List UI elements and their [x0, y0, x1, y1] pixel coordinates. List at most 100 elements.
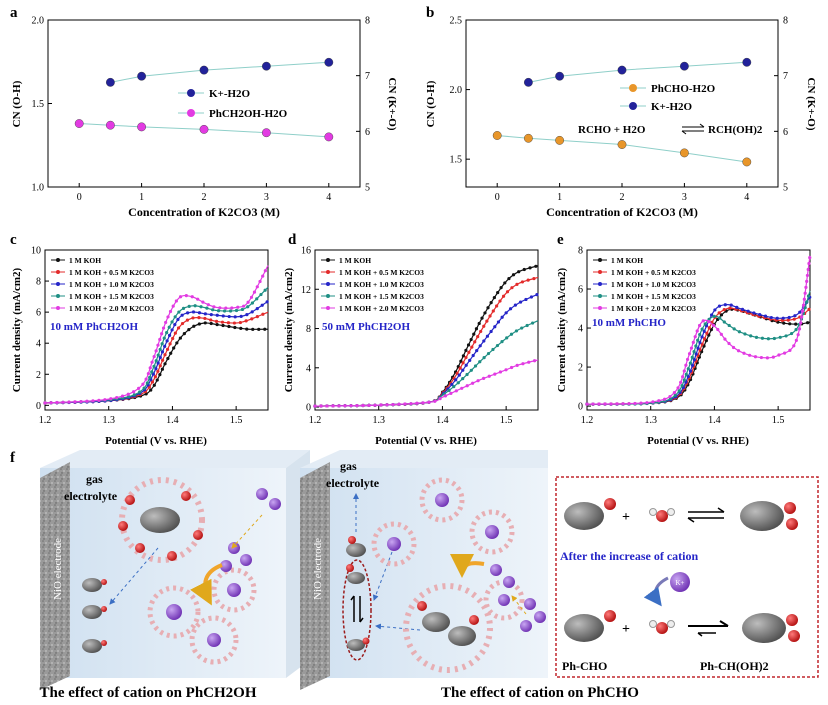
- data-point: [427, 400, 431, 404]
- data-point: [162, 336, 166, 340]
- data-point: [450, 382, 454, 387]
- data-point: [723, 337, 727, 341]
- hydrated-k-ion: [469, 509, 515, 555]
- data-point: [771, 355, 775, 359]
- x-axis-label: Potential (V vs. RHE): [375, 435, 477, 447]
- data-point: [482, 356, 486, 360]
- solvation-cluster: [118, 477, 205, 563]
- legend-marker: [56, 258, 60, 262]
- data-point: [754, 335, 759, 339]
- scene-phch2oh: NiO electrode gas electrolyte: [39, 450, 310, 701]
- data-point: [713, 308, 717, 312]
- plot-area: [43, 265, 269, 405]
- data-point: [163, 362, 167, 366]
- y-tick-label: 2: [36, 370, 41, 381]
- data-point: [500, 315, 504, 319]
- data-point: [663, 397, 667, 401]
- data-point: [203, 316, 207, 321]
- data-point: [170, 328, 174, 332]
- panel-e: e 1.2 1.3 1.4 1.5 0 2 4 6 8 1 M KOH 1 M KOH + 0.5…: [556, 232, 812, 447]
- data-point: [249, 295, 254, 299]
- x-tick-label: 1.4: [708, 415, 721, 426]
- data-point: [621, 402, 625, 406]
- legend: 1 M KOH 1 M KOH + 0.5 M K2CO3 1 M KOH + 1.…: [51, 256, 154, 313]
- y-tick-label: 1.5: [450, 155, 463, 166]
- caption-right: The effect of cation on PhCHO: [441, 685, 639, 701]
- data-point: [520, 280, 525, 284]
- legend-marker: [56, 294, 60, 298]
- legend-marker: [598, 294, 602, 298]
- legend-entry: 1 M KOH + 1.0 M K2CO3: [611, 280, 696, 289]
- y-tick-label: 0: [578, 402, 583, 413]
- data-point: [180, 313, 184, 317]
- data-point: [722, 320, 726, 324]
- data-point: [85, 399, 89, 403]
- data-point: [170, 320, 174, 324]
- x-tick-label: 3: [264, 192, 269, 203]
- x-tick-label: 1.2: [581, 415, 594, 426]
- data-point: [482, 324, 486, 328]
- data-point: [176, 326, 181, 330]
- data-point: [191, 316, 195, 320]
- data-point: [686, 367, 690, 371]
- data-point: [498, 299, 502, 303]
- y2-tick-label: 8: [365, 16, 370, 27]
- legend: K+-H2O PhCH2OH-H2O: [178, 88, 288, 120]
- data-point: [177, 310, 181, 314]
- data-point: [132, 393, 136, 397]
- data-point: [694, 344, 698, 348]
- data-point: [255, 297, 259, 301]
- data-point: [150, 380, 155, 384]
- data-point: [144, 377, 148, 381]
- x-tick-label: 0: [495, 192, 500, 203]
- x-tick-label: 1.3: [372, 415, 385, 426]
- data-point: [164, 320, 168, 325]
- data-point: [169, 351, 173, 355]
- data-point: [250, 310, 254, 314]
- y2-tick-label: 6: [783, 127, 788, 138]
- legend-marker: [56, 306, 60, 310]
- data-point: [691, 340, 695, 344]
- y2-tick-label: 7: [365, 71, 370, 82]
- data-point: [174, 299, 178, 303]
- data-point: [781, 316, 785, 320]
- x-tick-label: 4: [744, 192, 749, 203]
- data-point: [491, 309, 495, 313]
- data-point: [233, 315, 237, 319]
- legend-entry: 1 M KOH: [611, 256, 643, 265]
- data-point: [209, 318, 213, 322]
- data-point: [397, 402, 401, 406]
- y-tick-label: 4: [306, 363, 311, 374]
- x-tick-label: 1.5: [772, 415, 785, 426]
- data-point: [690, 355, 694, 359]
- data-point: [496, 290, 500, 295]
- y-tick-label: 2.0: [450, 85, 463, 96]
- data-point: [458, 366, 462, 370]
- plot-frame: [586, 249, 811, 411]
- diffusion-arrow: [372, 551, 393, 601]
- data-point: [793, 314, 797, 318]
- data-point: [805, 300, 809, 304]
- data-point: [165, 347, 170, 351]
- data-point: [155, 378, 159, 382]
- data-point: [385, 403, 389, 407]
- data-point: [234, 308, 239, 313]
- data-point: [749, 334, 753, 338]
- data-point: [717, 311, 721, 315]
- data-point: [238, 320, 242, 325]
- water-molecule: [649, 508, 675, 522]
- data-point: [166, 315, 170, 319]
- panel-c: c 1.2 1.3 1.4 1.5 0 2 4 6 8 10 1 M KOH 1 M KOH + 0…: [10, 232, 269, 447]
- data-point: [505, 290, 510, 294]
- legend-entry: 1 M KOH + 0.5 M K2CO3: [611, 268, 696, 277]
- data-point: [355, 403, 359, 408]
- data-point: [153, 375, 157, 379]
- y2-tick-label: 5: [365, 183, 370, 194]
- data-point: [486, 351, 491, 356]
- data-point: [165, 331, 169, 335]
- data-point: [758, 312, 762, 317]
- y-axis-label: Current density (mA/cm2): [283, 267, 295, 392]
- y-tick-label: 0: [36, 401, 41, 412]
- data-point: [769, 315, 773, 320]
